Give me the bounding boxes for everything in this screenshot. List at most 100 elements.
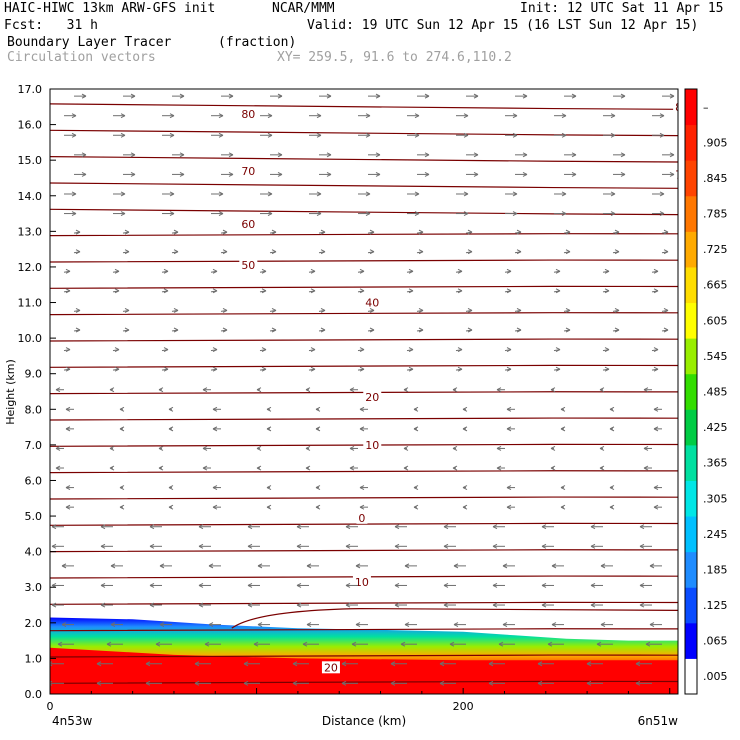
vector-arrow-head — [243, 680, 249, 686]
contour-label: 20 — [324, 661, 338, 674]
colorbar-label: .905 — [703, 136, 728, 149]
y-tick-label: 2.0 — [25, 617, 43, 630]
vector-arrow-head — [51, 543, 57, 549]
vector-arrow-head — [119, 485, 125, 491]
vector-arrow-head — [659, 132, 665, 138]
y-tick-label: 6.0 — [25, 474, 43, 487]
model-title: HAIC-HIWC 13km ARW-GFS init — [4, 1, 216, 16]
vector-arrow-head — [590, 543, 596, 549]
vector-arrow-head — [560, 504, 566, 510]
vector-arrow-head — [65, 485, 71, 491]
vector-arrow-head — [424, 93, 430, 99]
vector-arrow-head — [643, 445, 649, 451]
colorbar-label: .185 — [703, 563, 728, 576]
colorbar-swatch — [685, 302, 697, 339]
vector-arrow-head — [212, 268, 218, 274]
vector-arrow-head — [266, 504, 272, 510]
vector-arrow-head — [168, 406, 174, 412]
vector-arrow-head — [453, 563, 459, 569]
vector-arrow-head — [212, 406, 218, 412]
vector-arrow-head — [439, 680, 445, 686]
vector-arrow-head — [326, 152, 332, 158]
vector-arrow-head — [635, 680, 641, 686]
colorbar-label: .725 — [703, 243, 728, 256]
colorbar-swatch — [685, 160, 697, 197]
vector-arrow-head — [218, 132, 224, 138]
vector-arrow-head — [179, 93, 185, 99]
contour-line — [50, 549, 678, 553]
vector-arrow-head — [565, 327, 571, 333]
vector-arrow-head — [120, 191, 126, 197]
vector-arrow-head — [222, 327, 228, 333]
y-tick-label: 5.0 — [25, 510, 43, 523]
colorbar-swatch — [685, 658, 697, 695]
contour-label: 10 — [365, 439, 379, 452]
vector-arrow-head — [653, 426, 659, 432]
vector-arrow-head — [149, 543, 155, 549]
vector-arrow-head — [462, 426, 468, 432]
plot-frame — [49, 88, 679, 695]
vector-arrow-head — [306, 622, 312, 628]
vector-arrow-head — [169, 191, 175, 197]
vector-arrow-head — [310, 366, 316, 372]
vector-arrow-head — [488, 661, 494, 667]
vector-arrow-head — [599, 445, 605, 451]
vector-arrow-head — [560, 406, 566, 412]
vector-arrow-head — [610, 191, 616, 197]
vector-arrow-head — [620, 171, 626, 177]
vector-arrow-head — [590, 583, 596, 588]
vector-arrow-head — [50, 661, 53, 667]
vector-arrow-head — [394, 543, 400, 549]
vector-arrow-head — [560, 426, 566, 432]
vector-arrow-head — [516, 327, 522, 333]
vector-arrow-head — [65, 366, 71, 372]
vector-arrow-head — [571, 152, 577, 158]
vector-arrow-head — [100, 543, 106, 549]
vector-arrow-head — [452, 387, 458, 393]
vector-arrow-head — [418, 327, 424, 333]
vector-arrow-head — [61, 563, 67, 569]
vector-arrow-head — [57, 641, 63, 647]
vector-arrow-head — [614, 307, 620, 313]
vector-arrow-head — [408, 268, 414, 274]
vector-arrow-head — [669, 93, 675, 99]
vector-arrow-head — [443, 543, 449, 549]
vector-arrow-head — [228, 93, 234, 99]
vector-arrow-head — [653, 366, 659, 372]
vector-arrow-head — [653, 288, 659, 294]
y-tick-label: 13.0 — [18, 225, 43, 238]
colorbar-label: .065 — [703, 635, 728, 648]
vector-arrow-head — [50, 680, 53, 686]
contour-line — [50, 129, 678, 137]
vector-arrow-head — [267, 132, 273, 138]
contour-label: 0 — [358, 512, 365, 525]
vector-arrow-head — [414, 211, 420, 217]
vector-arrow-head — [168, 485, 174, 491]
vector-arrow-head — [663, 229, 669, 235]
colorbar-swatch — [685, 409, 697, 446]
vector-arrow-head — [418, 307, 424, 313]
vector-arrow-head — [457, 366, 463, 372]
vector-arrow-head — [179, 152, 185, 158]
vector-arrow-head — [394, 602, 400, 608]
vector-arrow-head — [320, 307, 326, 313]
vector-arrow-head — [71, 113, 77, 119]
forecast-hour: Fcst: 31 h — [4, 18, 98, 33]
vector-arrow-head — [467, 307, 473, 313]
vector-arrow-head — [119, 426, 125, 432]
vector-arrow-head — [653, 406, 659, 412]
contour-line — [50, 103, 678, 110]
vector-arrow-head — [496, 387, 502, 393]
vector-arrow-head — [345, 524, 351, 530]
vector-arrow-head — [403, 445, 409, 451]
vector-arrow-head — [561, 113, 567, 119]
vector-arrow-head — [443, 583, 449, 588]
vector-arrow-head — [222, 307, 228, 313]
vector-arrow-head — [168, 504, 174, 510]
vector-arrow-head — [413, 485, 419, 491]
vector-arrow-head — [326, 171, 332, 177]
vector-arrow-head — [271, 229, 277, 235]
colorbar-label: .845 — [703, 172, 728, 185]
vector-arrow-head — [257, 563, 263, 569]
